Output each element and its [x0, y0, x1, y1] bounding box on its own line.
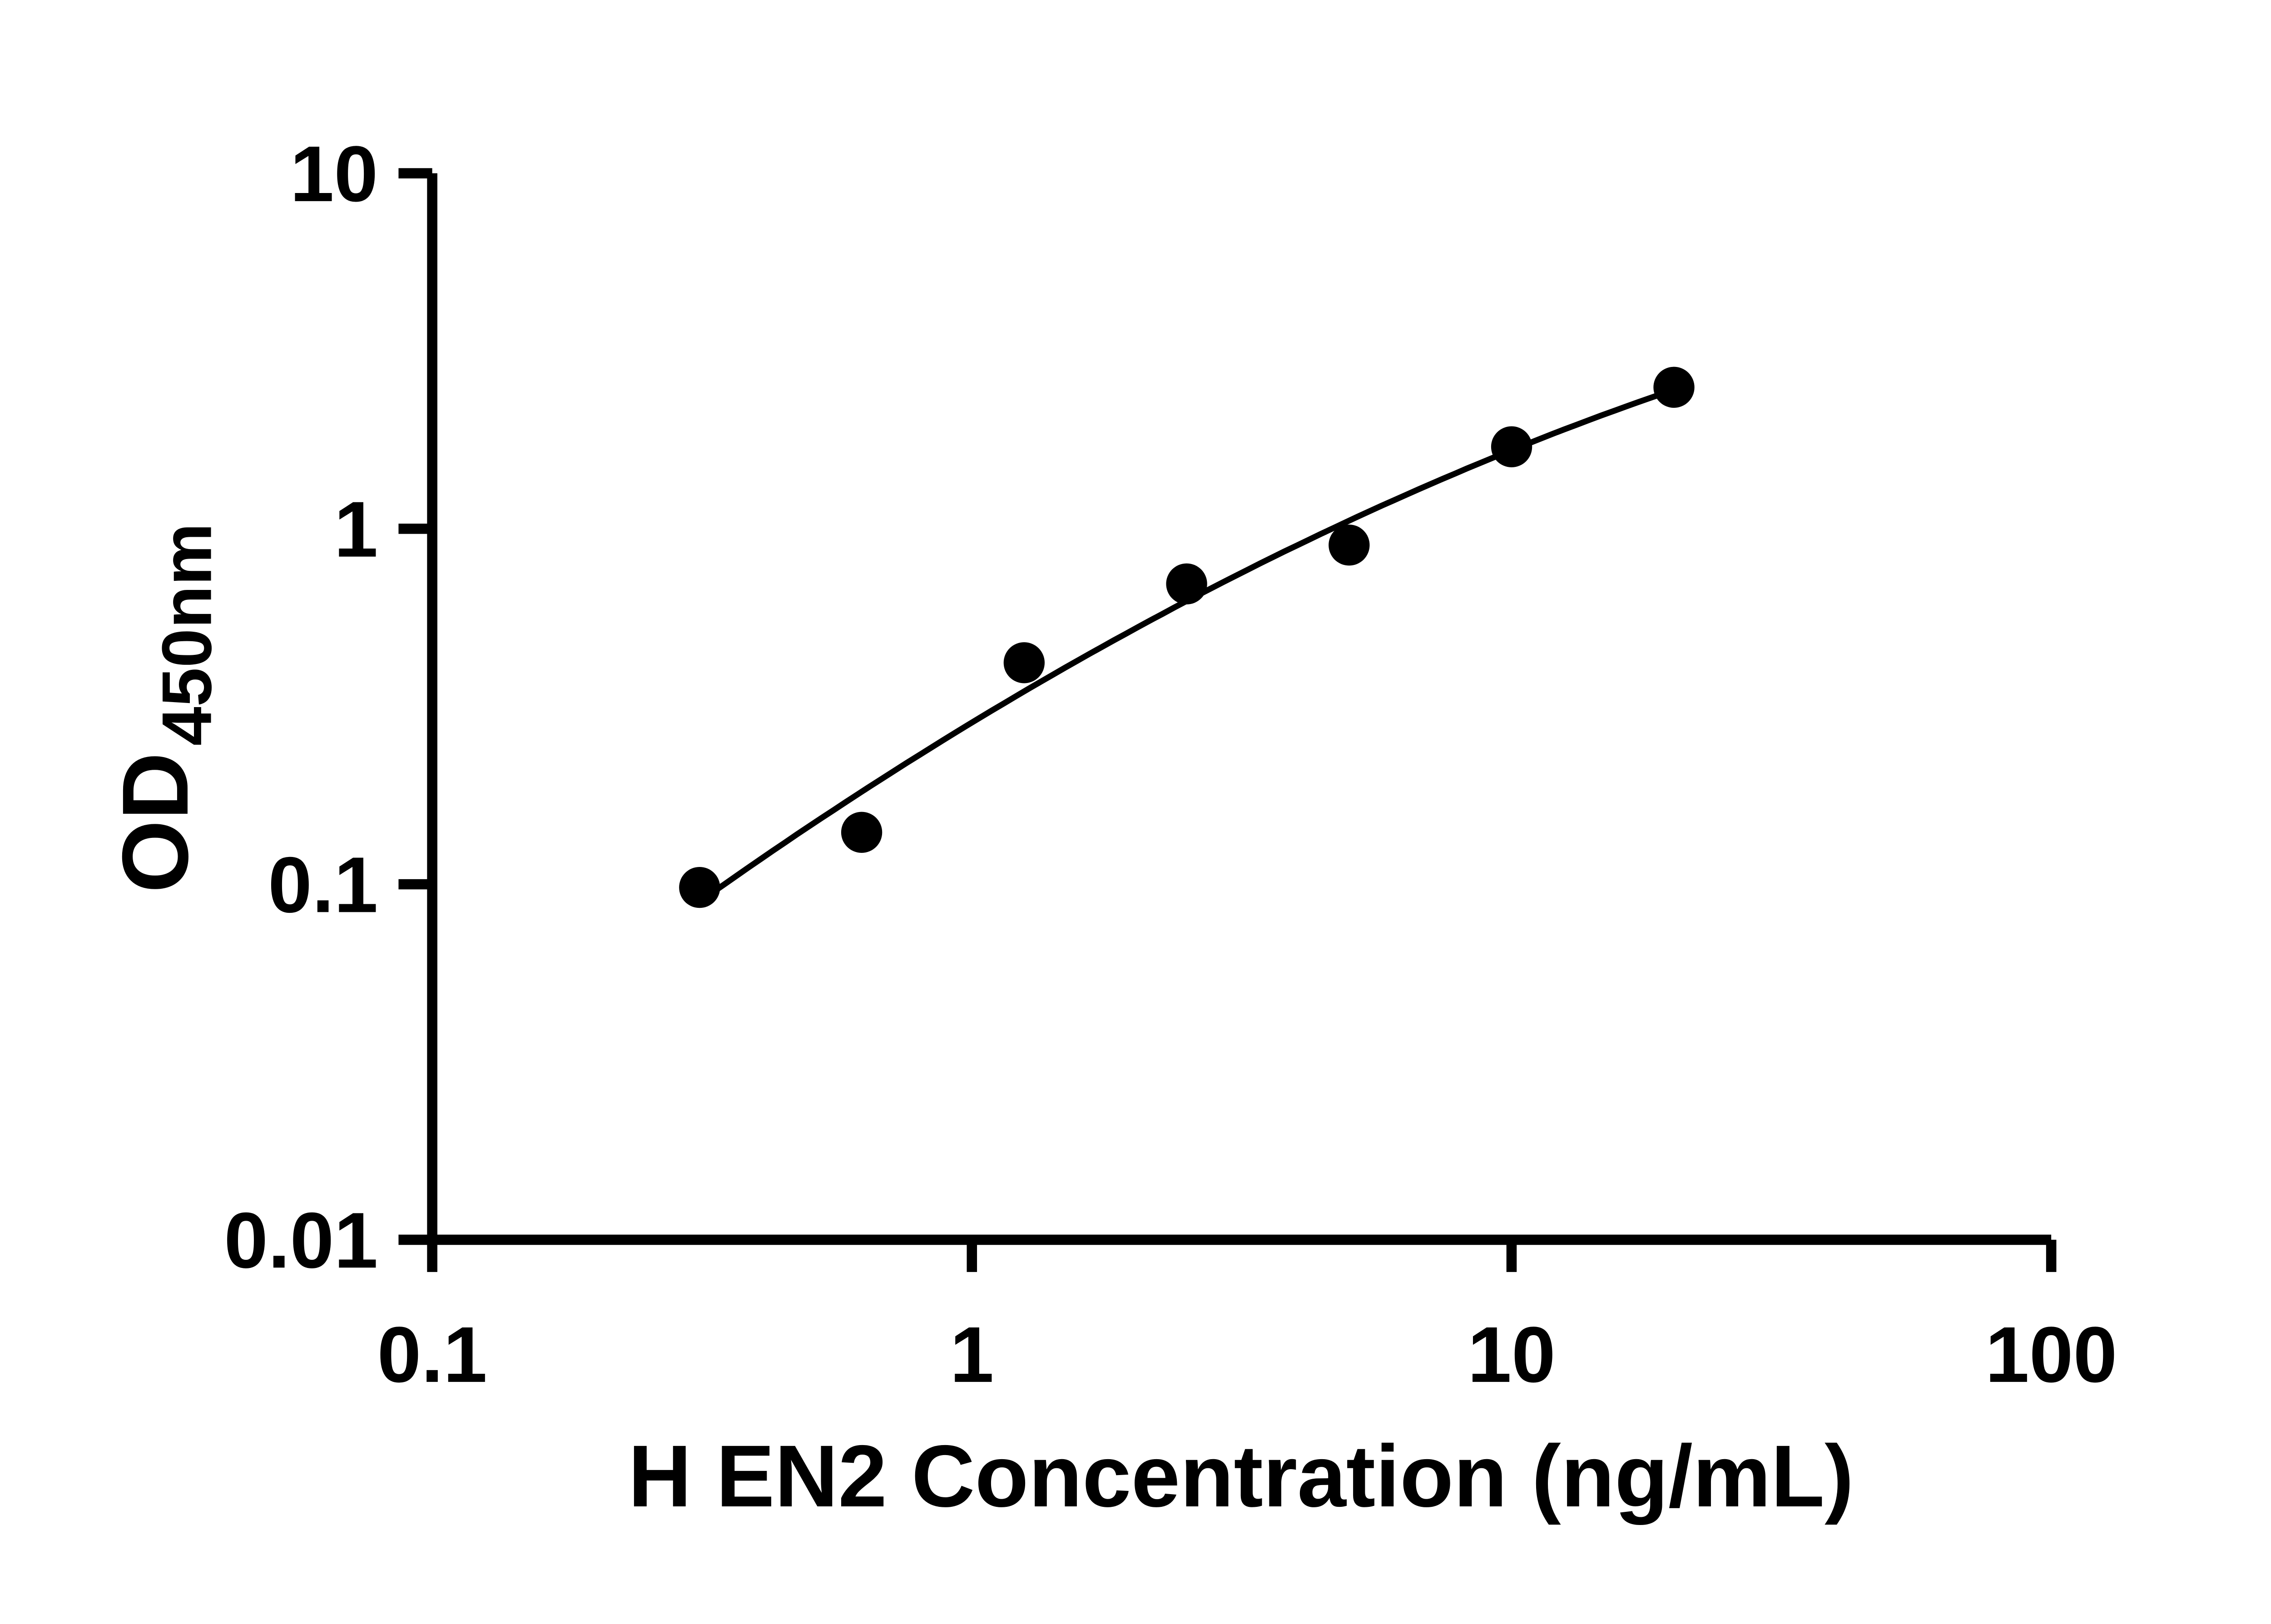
y-axis-title-subscript: 450nm — [148, 523, 226, 746]
y-axis-tick-label: 10 — [290, 129, 378, 218]
data-points — [679, 366, 1695, 908]
data-point — [1329, 525, 1370, 566]
x-axis-ticks: 0.1 1 10 100 — [377, 1239, 2117, 1399]
x-axis-tick-label: 100 — [1985, 1310, 2117, 1399]
data-point — [841, 812, 883, 853]
y-axis-tick-label: 0.01 — [224, 1196, 378, 1284]
x-axis-tick-label: 10 — [1468, 1310, 1556, 1399]
y-axis-tick-label: 0.1 — [268, 840, 378, 929]
axis-lines — [427, 173, 2052, 1245]
y-axis-ticks: 0.01 0.1 1 10 — [224, 129, 432, 1284]
data-point — [679, 866, 720, 908]
x-axis-tick-label: 1 — [950, 1310, 994, 1399]
data-point — [1491, 426, 1532, 467]
y-axis-title-main: OD — [103, 753, 208, 893]
x-axis-tick-label: 0.1 — [377, 1310, 487, 1399]
y-axis-title: OD 450nm — [103, 523, 226, 893]
x-axis-title: H EN2 Concentration (ng/mL) — [628, 1427, 1854, 1525]
data-point — [1003, 642, 1045, 683]
data-point — [1166, 563, 1207, 604]
data-point — [1653, 366, 1695, 408]
y-axis-tick-label: 1 — [334, 485, 378, 574]
